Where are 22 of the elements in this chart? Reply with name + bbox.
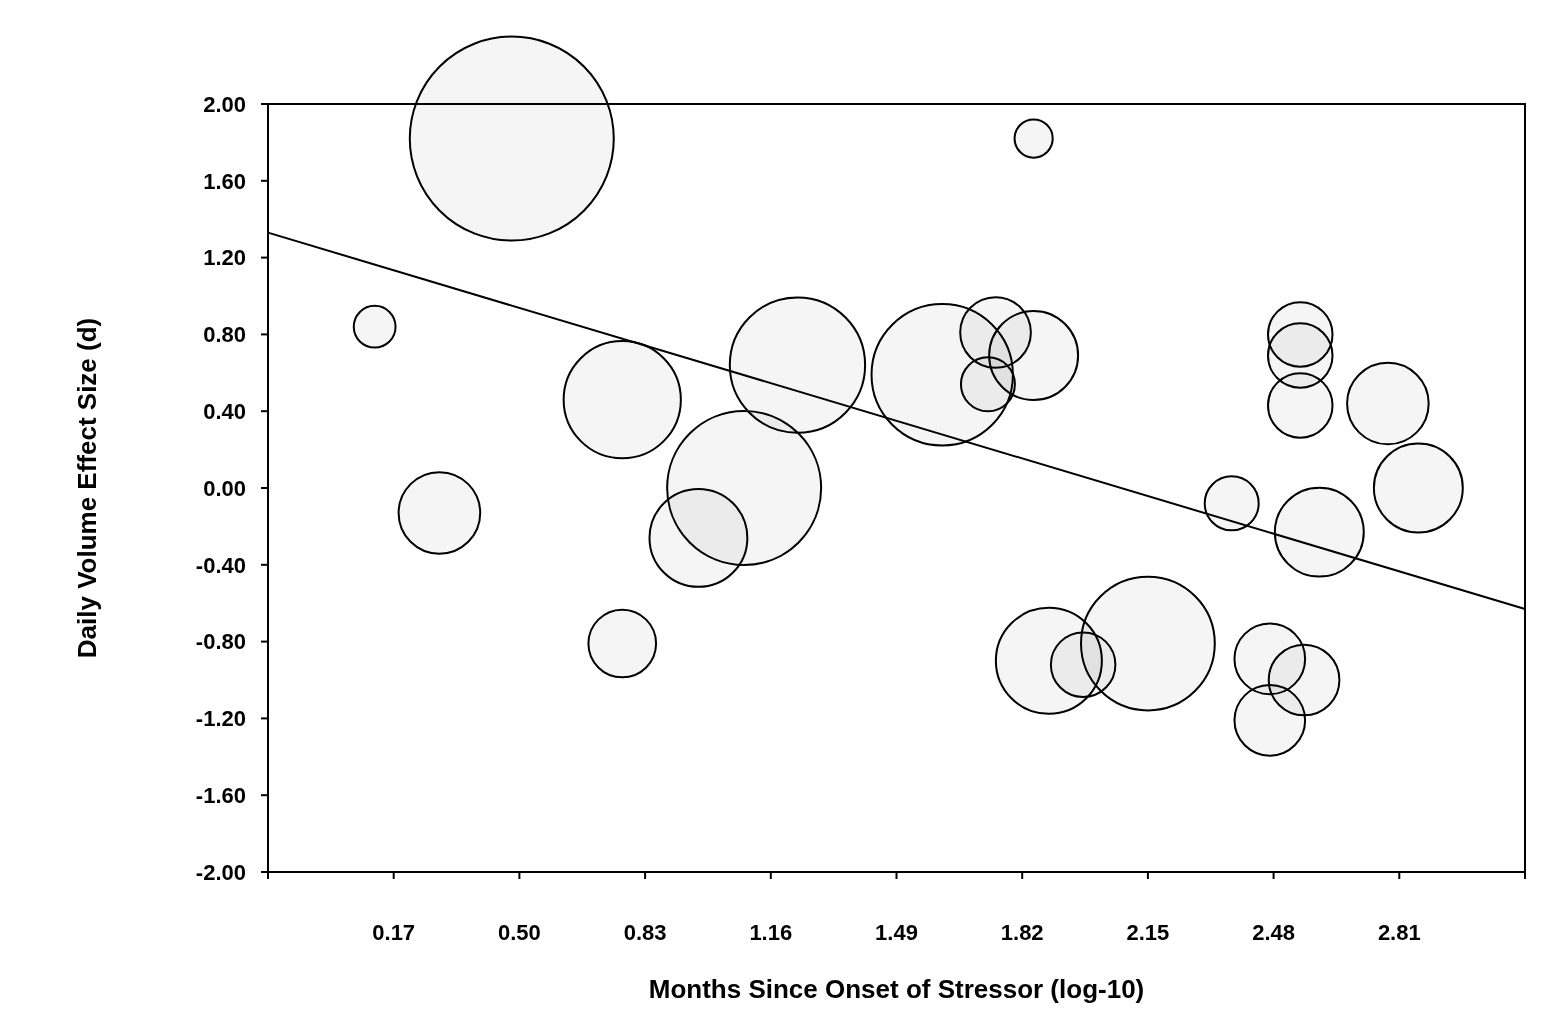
x-axis-title: Months Since Onset of Stressor (log-10)	[648, 974, 1145, 1004]
y-tick-label: -2.00	[195, 859, 246, 885]
y-tick-label: 0.00	[203, 475, 246, 501]
x-tick-label: 1.49	[875, 920, 918, 945]
y-tick-label: 1.60	[203, 168, 246, 194]
y-tick-label: 1.20	[203, 245, 246, 271]
y-tick-label: -0.40	[195, 552, 246, 578]
y-tick-label: -1.60	[195, 782, 246, 808]
x-tick-label: 1.82	[1000, 920, 1044, 945]
x-tick-label: 2.15	[1126, 920, 1170, 945]
x-tick-label: 2.81	[1377, 920, 1421, 945]
y-tick-label: -0.80	[195, 629, 246, 655]
y-axis-title: Daily Volume Effect Size (d)	[72, 317, 102, 659]
y-tick-label: -1.20	[195, 706, 246, 732]
x-tick-label: 2.48	[1252, 920, 1296, 945]
y-tick-label: 2.00	[203, 91, 246, 117]
x-tick-label: 0.17	[372, 920, 416, 945]
y-tick-label: 0.40	[203, 398, 246, 424]
x-tick-label: 1.16	[749, 920, 793, 945]
x-tick-label: 0.83	[623, 920, 667, 945]
y-tick-label: 0.80	[203, 322, 246, 348]
x-tick-label: 0.50	[497, 920, 541, 945]
